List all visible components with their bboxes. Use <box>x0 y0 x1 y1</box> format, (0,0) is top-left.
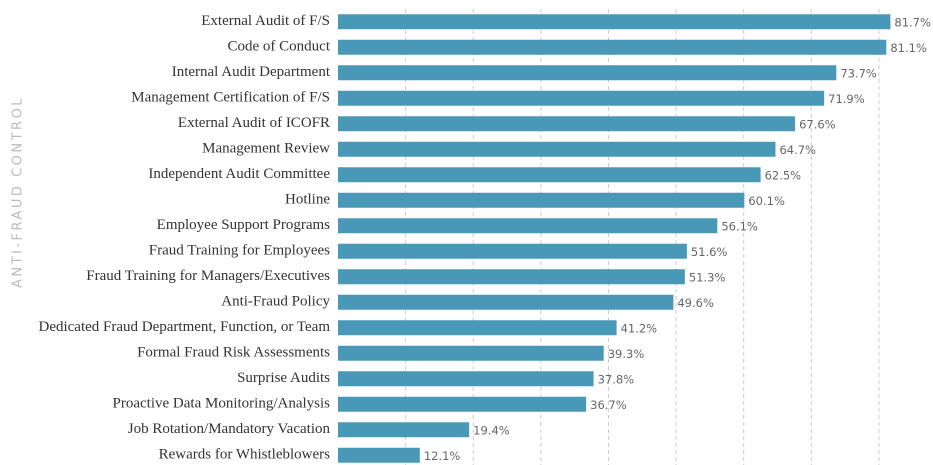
category-label: Independent Audit Committee <box>148 166 330 182</box>
value-label: 41.2% <box>621 321 658 335</box>
category-label: Proactive Data Monitoring/Analysis <box>113 396 331 412</box>
category-label: Anti-Fraud Policy <box>221 294 330 310</box>
value-label: 56.1% <box>721 219 758 233</box>
category-label: Job Rotation/Mandatory Vacation <box>128 421 331 437</box>
bar <box>338 167 761 183</box>
value-label: 60.1% <box>748 194 785 208</box>
value-label: 37.8% <box>598 372 635 386</box>
value-label: 81.1% <box>890 41 927 55</box>
category-label: Management Certification of F/S <box>131 90 330 106</box>
bar <box>338 396 587 412</box>
bar <box>338 422 470 438</box>
bar <box>338 192 745 208</box>
bar <box>338 294 674 310</box>
category-label: Formal Fraud Risk Assessments <box>137 345 330 361</box>
value-label: 49.6% <box>677 296 714 310</box>
category-label: Management Review <box>202 141 330 157</box>
bar <box>338 243 687 259</box>
value-label: 19.4% <box>473 423 510 437</box>
bar <box>338 116 796 132</box>
category-label: Rewards for Whistleblowers <box>159 447 331 463</box>
category-label: Internal Audit Department <box>172 64 331 80</box>
bar <box>338 345 604 361</box>
value-label: 73.7% <box>840 66 877 80</box>
category-label: Code of Conduct <box>228 39 331 55</box>
value-label: 12.1% <box>424 449 461 463</box>
category-label: External Audit of F/S <box>201 13 330 29</box>
bar <box>338 14 891 30</box>
value-label: 36.7% <box>590 398 627 412</box>
value-label: 81.7% <box>894 15 931 29</box>
category-label: Fraud Training for Employees <box>149 243 330 259</box>
y-axis-label: ANTI-FRAUD CONTROL <box>11 96 26 288</box>
category-label: Employee Support Programs <box>157 217 330 233</box>
bar <box>338 320 617 336</box>
value-label: 62.5% <box>765 168 802 182</box>
value-label: 39.3% <box>608 347 645 361</box>
bar <box>338 39 887 55</box>
bar <box>338 141 776 157</box>
value-label: 51.6% <box>691 245 728 259</box>
bar <box>338 269 685 285</box>
bar <box>338 65 837 81</box>
bar <box>338 371 594 387</box>
bar <box>338 90 825 106</box>
category-label: External Audit of ICOFR <box>178 115 330 131</box>
value-label: 67.6% <box>799 117 836 131</box>
value-label: 51.3% <box>689 270 726 284</box>
bar <box>338 218 718 234</box>
bar <box>338 447 420 463</box>
category-label: Surprise Audits <box>237 370 330 386</box>
category-label: Dedicated Fraud Department, Function, or… <box>38 319 330 335</box>
category-label: Hotline <box>285 192 330 208</box>
value-label: 64.7% <box>779 143 816 157</box>
category-label: Fraud Training for Managers/Executives <box>86 268 330 284</box>
value-label: 71.9% <box>828 92 865 106</box>
